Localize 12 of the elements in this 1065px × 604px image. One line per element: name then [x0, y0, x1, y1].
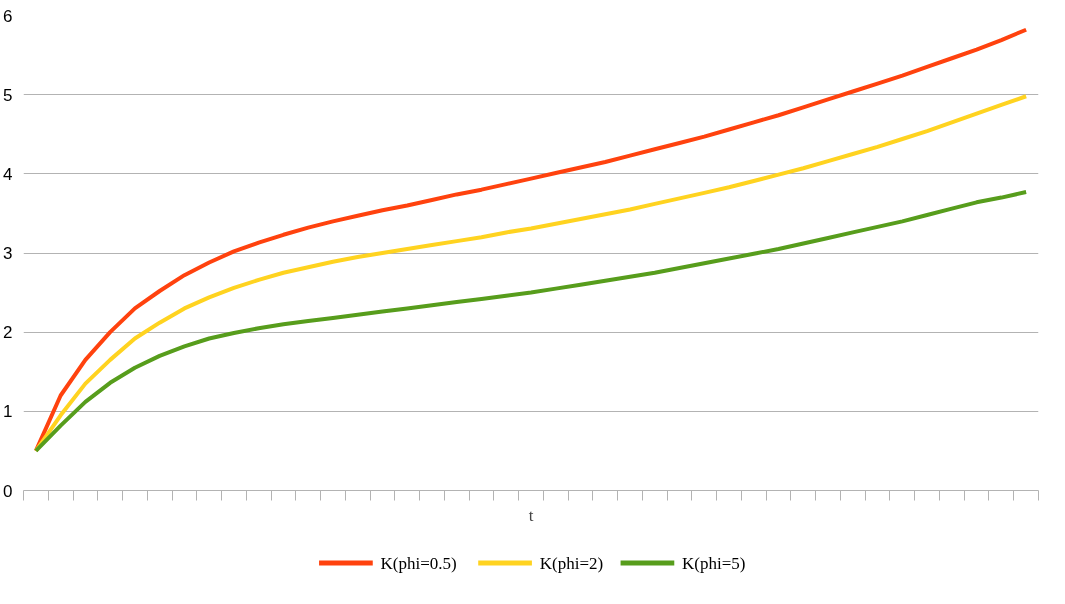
legend-label: K(phi=0.5): [380, 553, 457, 573]
legend-label: K(phi=5): [682, 553, 746, 573]
line-series: [33, 190, 1029, 453]
y-tick-label: 5: [3, 85, 13, 105]
legend-label: K(phi=2): [539, 553, 604, 573]
y-tick-label: 2: [3, 323, 13, 343]
y-tick-label: 6: [3, 6, 13, 26]
x-axis-title: t: [528, 505, 534, 525]
y-tick-label: 0: [3, 481, 13, 501]
y-tick-label: 1: [3, 402, 13, 422]
y-tick-label: 3: [3, 244, 13, 263]
y-tick-label: 4: [3, 164, 13, 184]
